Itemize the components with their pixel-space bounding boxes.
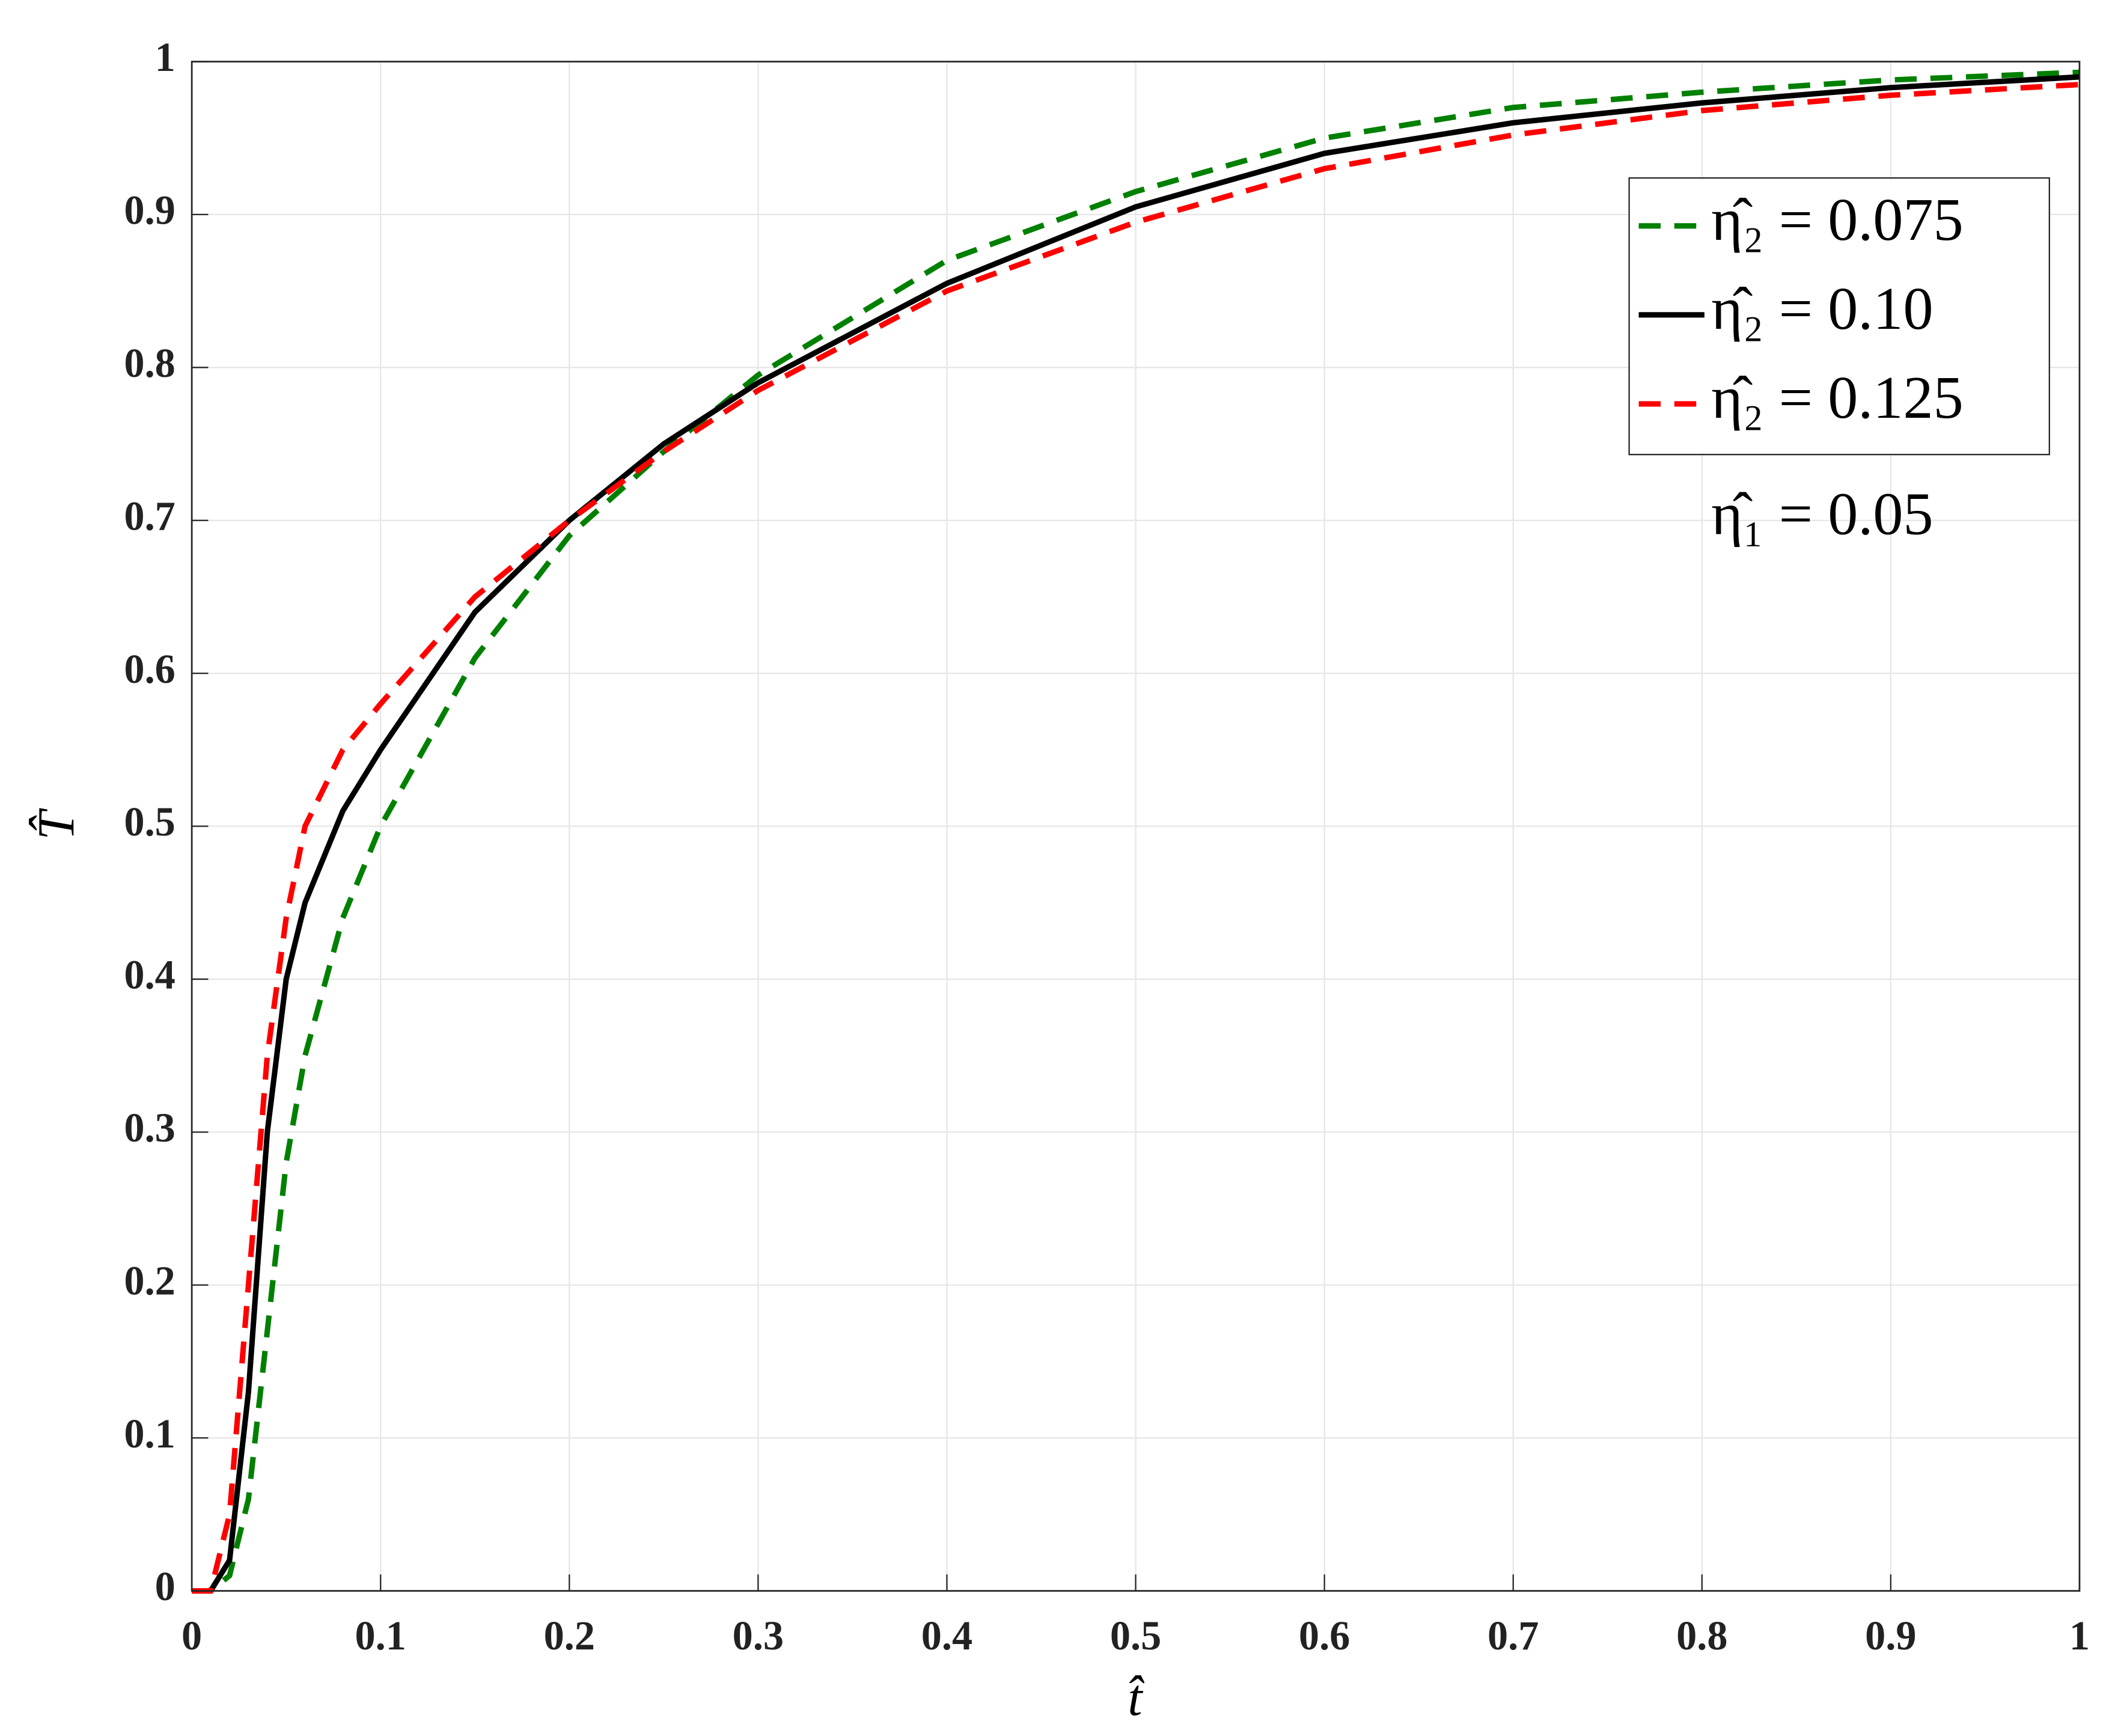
x-tick-label: 1 — [2069, 1613, 2090, 1658]
x-tick-label: 0 — [182, 1613, 202, 1658]
x-tick-label: 0.5 — [1110, 1613, 1161, 1658]
y-tick-label: 1 — [155, 34, 175, 80]
plot-lines — [192, 69, 2080, 1594]
series-line — [192, 69, 2080, 1594]
x-axis-label: t̂ — [1128, 1669, 1144, 1726]
series-line — [192, 82, 2080, 1594]
legend-label: η̂₂ = 0.075 — [1711, 186, 1963, 253]
y-tick-label: 0.9 — [124, 188, 175, 233]
y-tick-label: 0.3 — [124, 1105, 175, 1151]
y-tick-label: 0.2 — [124, 1258, 175, 1303]
y-tick-label: 0.7 — [124, 493, 175, 539]
x-tick-label: 0.4 — [921, 1613, 972, 1658]
y-axis-label: T̂ — [28, 807, 85, 840]
legend-label: η̂₂ = 0.10 — [1711, 275, 1933, 342]
x-tick-label: 0.2 — [544, 1613, 595, 1658]
annotation: η̂₁ = 0.05 — [1711, 480, 1933, 547]
y-tick-label: 0.8 — [124, 340, 175, 386]
y-tick-label: 0.6 — [124, 646, 175, 692]
legend-label: η̂₂ = 0.125 — [1711, 364, 1963, 431]
x-tick-label: 0.6 — [1299, 1613, 1350, 1658]
y-tick-label: 0.1 — [124, 1411, 175, 1456]
x-tick-label: 0.3 — [733, 1613, 784, 1658]
x-tick-label: 0.7 — [1488, 1613, 1539, 1658]
ticks: 0 0.1 0.2 0.3 0.4 0.5 0.6 0.7 0.8 0.9 1 0 0.1 0.2 0.3 0… — [124, 34, 2090, 1658]
y-tick-label: 0.4 — [124, 952, 175, 998]
y-tick-label: 0 — [155, 1563, 175, 1609]
y-tick-label: 0.5 — [124, 799, 175, 845]
series-line — [192, 74, 2080, 1594]
x-tick-label: 0.1 — [355, 1613, 406, 1658]
legend: η̂₂ = 0.075 η̂₂ = 0.10 η̂₂ = 0.125 — [1638, 186, 1964, 431]
x-tick-label: 0.9 — [1865, 1613, 1916, 1658]
x-tick-label: 0.8 — [1676, 1613, 1727, 1658]
